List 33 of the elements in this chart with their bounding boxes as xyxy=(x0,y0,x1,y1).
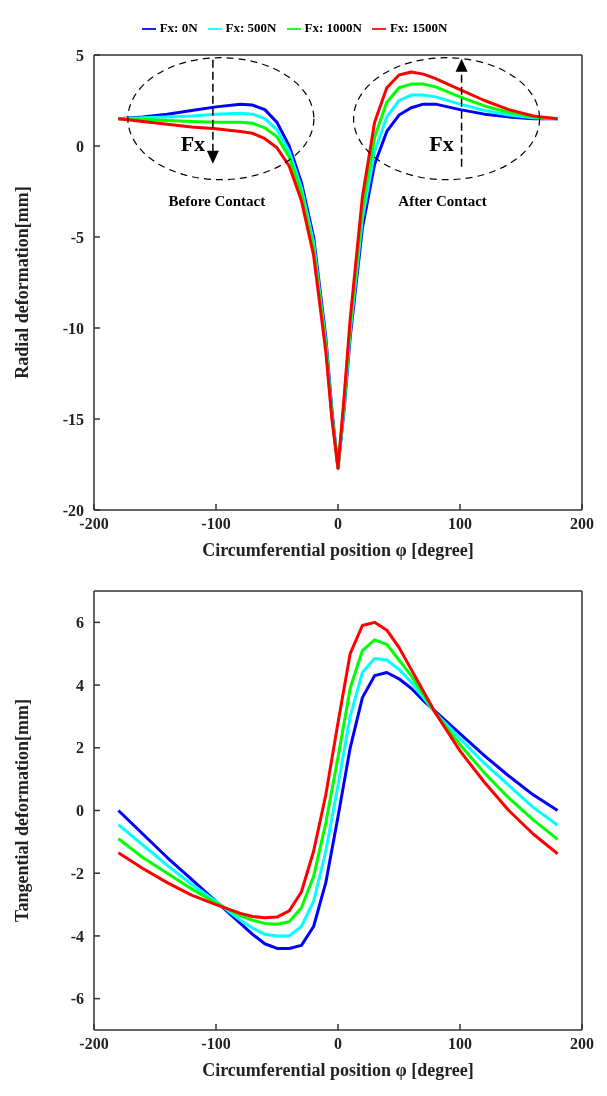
annotation: Fx xyxy=(180,130,206,156)
y-tick-label: 6 xyxy=(76,614,84,632)
y-tick-label: -2 xyxy=(70,864,84,882)
y-tick-label: 5 xyxy=(76,46,84,64)
y-tick-label: 2 xyxy=(76,739,84,757)
x-tick-label: -200 xyxy=(79,1035,109,1053)
y-tick-label: -5 xyxy=(70,228,84,246)
legend-label: Fx: 0N xyxy=(159,20,198,35)
x-axis-title: Circumferential position φ [degree] xyxy=(202,1060,474,1080)
annotation: Before Contact xyxy=(168,193,266,210)
y-tick-label: -10 xyxy=(62,319,84,337)
x-axis-title: Circumferential position φ [degree] xyxy=(202,540,474,560)
y-tick-label: -15 xyxy=(62,410,84,428)
x-tick-label: 100 xyxy=(448,1035,472,1053)
legend-label: Fx: 1500N xyxy=(389,20,448,35)
x-tick-label: 200 xyxy=(570,515,594,533)
x-tick-label: -100 xyxy=(201,515,231,533)
annotation: After Contact xyxy=(398,193,487,210)
y-tick-label: 0 xyxy=(76,802,84,820)
annotation: Fx xyxy=(429,130,454,156)
y-tick-label: -6 xyxy=(70,990,84,1008)
legend-label: Fx: 500N xyxy=(225,20,277,35)
y-tick-label: -4 xyxy=(70,927,84,945)
x-tick-label: -100 xyxy=(201,1035,231,1053)
y-tick-label: 0 xyxy=(76,137,84,155)
x-tick-label: 100 xyxy=(448,515,472,533)
x-tick-label: 0 xyxy=(334,1035,342,1053)
y-axis-title: Radial deformation[mm] xyxy=(12,186,33,379)
y-axis-title: Tangential deformation[mm] xyxy=(12,699,33,922)
legend-label: Fx: 1000N xyxy=(304,20,362,35)
y-tick-label: 4 xyxy=(76,676,84,694)
x-tick-label: 0 xyxy=(334,515,342,533)
x-tick-label: 200 xyxy=(570,1035,594,1053)
